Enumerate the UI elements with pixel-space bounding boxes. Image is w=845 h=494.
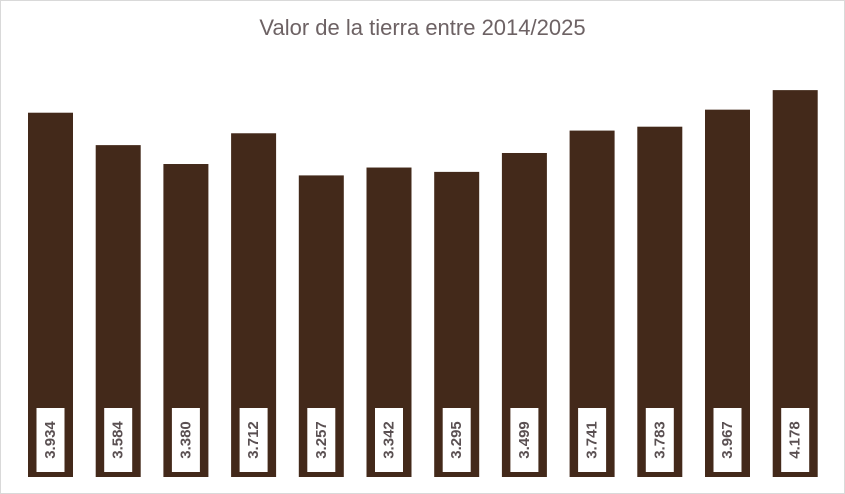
data-label: 3.584 (110, 421, 127, 459)
data-label-box (375, 408, 403, 472)
data-label: 3.712 (245, 421, 262, 459)
data-label-box (171, 408, 200, 472)
data-label: 3.967 (719, 421, 736, 459)
data-label: 3.934 (42, 421, 59, 459)
data-label-box (307, 408, 336, 472)
chart-title: Valor de la tierra entre 2014/2025 (259, 15, 586, 40)
data-label: 3.499 (516, 421, 533, 459)
data-label: 4.178 (787, 421, 804, 459)
data-label-box (645, 408, 674, 472)
data-label-box (442, 408, 471, 472)
data-label-box (713, 408, 742, 472)
data-label: 3.342 (381, 421, 398, 459)
data-label: 3.783 (651, 421, 668, 459)
data-label-box (781, 408, 810, 472)
data-label-box (36, 408, 65, 472)
data-label-box (239, 408, 268, 472)
data-label: 3.257 (313, 421, 330, 459)
data-label-box (104, 408, 133, 472)
data-label: 3.380 (177, 421, 194, 459)
data-label: 3.741 (584, 421, 601, 459)
data-label: 3.295 (448, 421, 465, 459)
data-label-box (510, 408, 539, 472)
data-label-box (578, 408, 607, 472)
